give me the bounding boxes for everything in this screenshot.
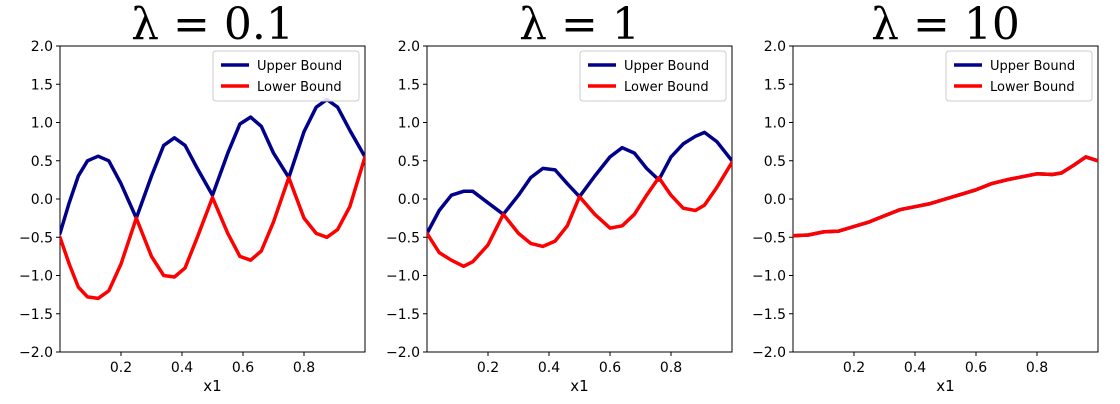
x-tick-label: 0.4 xyxy=(904,360,926,376)
y-tick-label: 0.0 xyxy=(31,192,53,208)
x-axis-label: x1 xyxy=(936,377,954,395)
y-tick-label: 1.5 xyxy=(31,77,53,93)
y-tick-label: 1.0 xyxy=(764,116,786,132)
y-tick-label: 0.5 xyxy=(764,154,786,170)
legend-label: Upper Bound xyxy=(257,59,342,74)
y-tick-label: 0.0 xyxy=(398,192,420,208)
legend-label: Upper Bound xyxy=(990,59,1075,74)
legend-label: Lower Bound xyxy=(624,80,709,95)
y-tick-label: −1.0 xyxy=(386,269,420,285)
x-tick-label: 0.8 xyxy=(660,360,682,376)
x-axis-label: x1 xyxy=(203,377,221,395)
x-tick-label: 0.8 xyxy=(1026,360,1048,376)
y-tick-label: −0.5 xyxy=(752,230,786,246)
y-tick-label: 2.0 xyxy=(398,39,420,55)
series-line-lower xyxy=(793,155,1098,238)
x-tick-label: 0.6 xyxy=(232,360,254,376)
y-tick-label: 0.5 xyxy=(398,154,420,170)
x-tick-label: 0.4 xyxy=(538,360,560,376)
panel-1: 2.0 1.5 1.0 0.5 0.0 −0.5 −1.0 −1.5 −2.0 0.2 0.4 0.6… xyxy=(19,39,366,395)
y-tick-label: −1.5 xyxy=(386,307,420,323)
legend-box xyxy=(212,50,360,102)
panel-title-2: λ = 1 xyxy=(519,0,640,50)
series-line-upper xyxy=(60,97,365,236)
legend-label: Upper Bound xyxy=(624,59,709,74)
y-tick-label: −1.5 xyxy=(752,307,786,323)
panel-2: 2.0 1.5 1.0 0.5 0.0 −0.5 −1.0 −1.5 −2.0 0.2 0.4 0.6… xyxy=(386,39,733,395)
y-tick-label: 1.0 xyxy=(31,116,53,132)
y-tick-label: −0.5 xyxy=(386,230,420,246)
y-tick-label: 1.5 xyxy=(764,77,786,93)
legend-label: Lower Bound xyxy=(257,80,342,95)
panel-title-3: λ = 10 xyxy=(871,0,1020,50)
x-tick-label: 0.6 xyxy=(965,360,987,376)
y-tick-label: 1.5 xyxy=(398,77,420,93)
legend-box xyxy=(579,50,727,102)
y-tick-label: 0.5 xyxy=(31,154,53,170)
y-tick-label: −1.0 xyxy=(752,269,786,285)
legend-label: Lower Bound xyxy=(990,80,1075,95)
y-tick-label: −2.0 xyxy=(19,345,53,361)
y-tick-label: −2.0 xyxy=(386,345,420,361)
x-tick-label: 0.2 xyxy=(477,360,499,376)
x-tick-label: 0.4 xyxy=(171,360,193,376)
series-line-lower xyxy=(60,155,365,301)
panel-title-1: λ = 0.1 xyxy=(131,0,294,50)
legend-box xyxy=(945,50,1093,102)
y-tick-label: −0.5 xyxy=(19,230,53,246)
y-tick-label: −2.0 xyxy=(752,345,786,361)
y-tick-label: 2.0 xyxy=(31,39,53,55)
y-tick-label: 1.0 xyxy=(398,116,420,132)
y-tick-label: −1.0 xyxy=(19,269,53,285)
y-tick-label: 2.0 xyxy=(764,39,786,55)
series-line-upper xyxy=(427,130,732,236)
x-tick-label: 0.8 xyxy=(293,360,315,376)
x-tick-label: 0.2 xyxy=(110,360,132,376)
series-line-lower xyxy=(427,160,732,269)
x-tick-label: 0.6 xyxy=(599,360,621,376)
x-axis-label: x1 xyxy=(570,377,588,395)
y-tick-label: −1.5 xyxy=(19,307,53,323)
series-line-upper xyxy=(793,155,1098,238)
x-tick-label: 0.2 xyxy=(843,360,865,376)
y-tick-label: 0.0 xyxy=(764,192,786,208)
panel-3: 2.0 1.5 1.0 0.5 0.0 −0.5 −1.0 −1.5 −2.0 0.2 0.4 0.6… xyxy=(752,39,1099,395)
